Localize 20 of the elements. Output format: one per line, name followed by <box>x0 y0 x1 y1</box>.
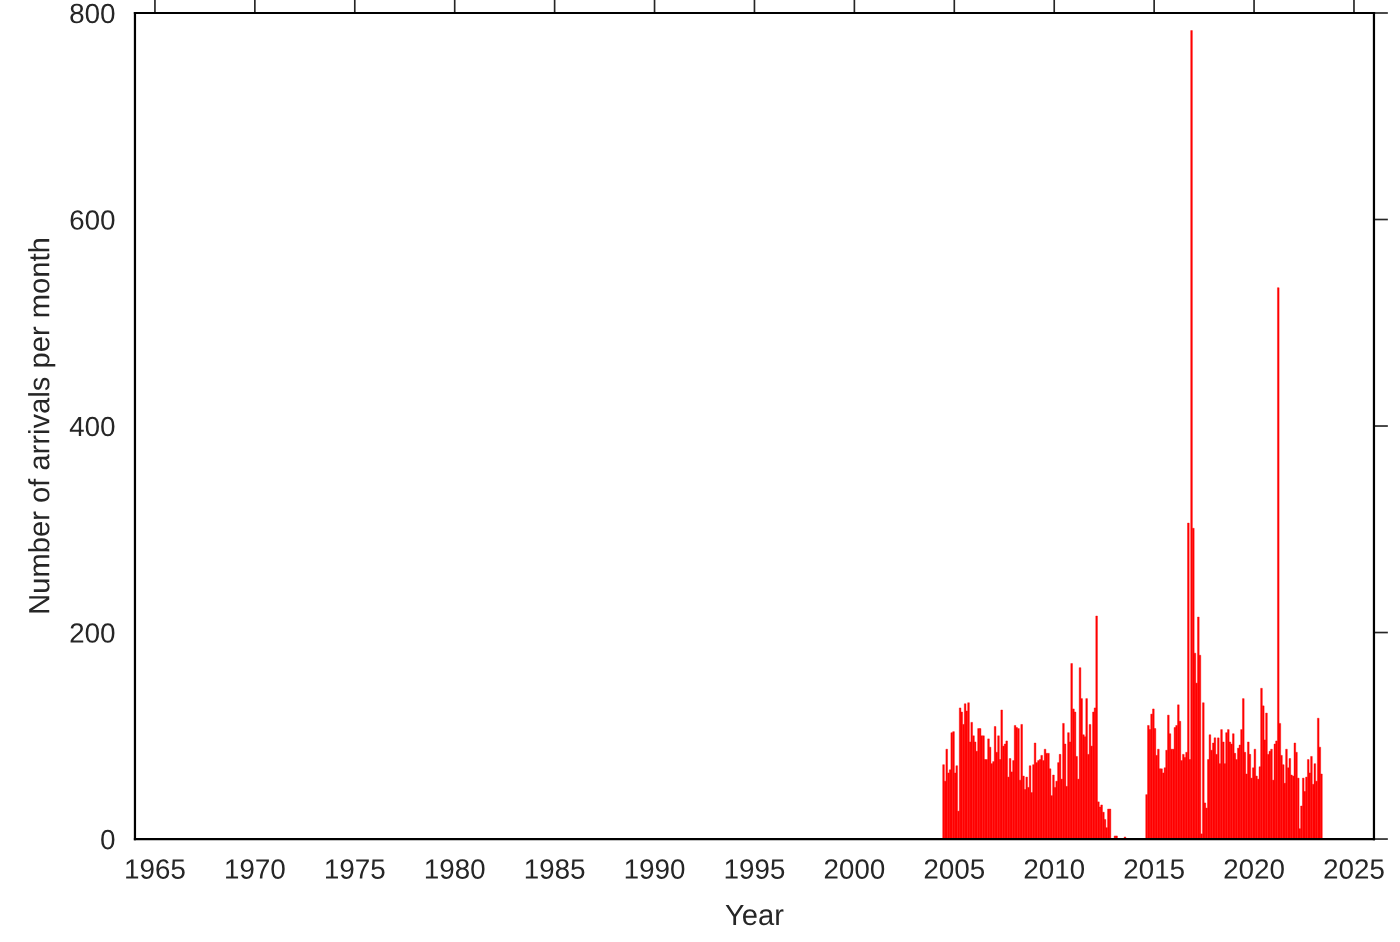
x-tick-label: 1965 <box>126 859 185 879</box>
y-tick-label: 800 <box>70 3 115 24</box>
x-tick-label: 1985 <box>525 859 585 879</box>
x-axis-title: Year <box>725 904 784 926</box>
x-tick-label: 2010 <box>1024 859 1085 879</box>
y-tick-label: 200 <box>70 623 115 643</box>
x-tick-label: 1980 <box>425 859 485 879</box>
x-tick-label: 2005 <box>924 859 985 879</box>
x-tick-label: 2000 <box>824 859 885 879</box>
x-tick-label: 1995 <box>725 859 785 879</box>
y-tick-label: 600 <box>70 210 115 230</box>
x-tick-label: 2020 <box>1224 859 1284 879</box>
y-tick-label: 0 <box>101 829 115 850</box>
y-tick-label: 400 <box>69 416 115 437</box>
y-axis-title: Number of arrivals per month <box>28 239 56 613</box>
x-tick-label: 2025 <box>1324 859 1384 879</box>
x-tick-label: 1970 <box>226 859 285 879</box>
x-tick-label: 1990 <box>625 859 685 879</box>
x-tick-label: 2015 <box>1124 859 1184 879</box>
x-tick-label: 1975 <box>326 859 385 879</box>
